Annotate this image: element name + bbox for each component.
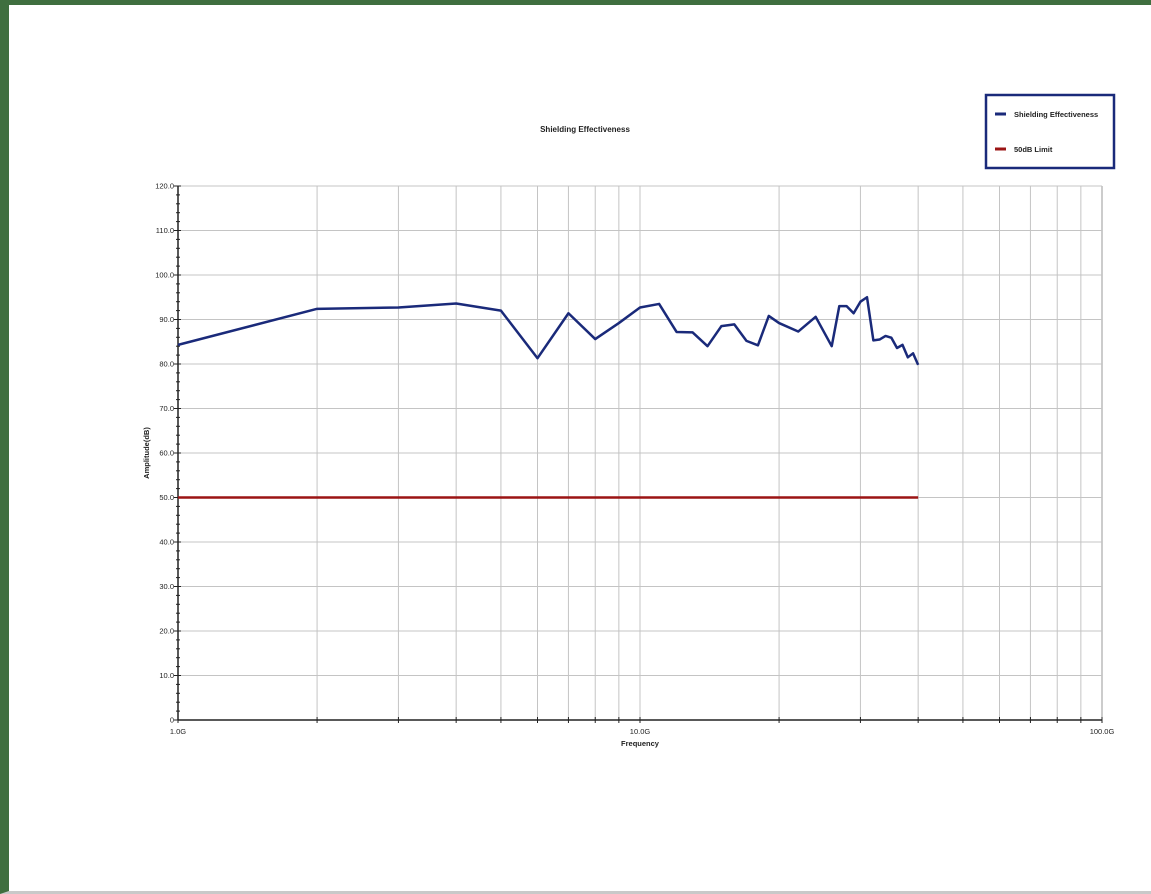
y-tick-label: 120.0 [155, 182, 174, 191]
x-tick-label: 100.0G [1090, 727, 1115, 736]
y-tick-label: 60.0 [159, 449, 174, 458]
y-tick-label: 90.0 [159, 315, 174, 324]
legend: Shielding Effectiveness 50dB Limit [984, 93, 1116, 170]
x-ticks: 1.0G 10.0G 100.0G [170, 717, 1115, 736]
y-axis-label: Amplitude(dB) [142, 427, 151, 479]
y-tick-label: 70.0 [159, 404, 174, 413]
y-tick-label: 20.0 [159, 627, 174, 636]
y-ticks: 0 10.0 20.0 30.0 40.0 50.0 60.0 70.0 80.0 90.0 100… [155, 182, 181, 725]
legend-label-shielding: Shielding Effectiveness [1014, 110, 1098, 119]
x-tick-label: 10.0G [630, 727, 651, 736]
y-tick-label: 30.0 [159, 582, 174, 591]
y-tick-label: 110.0 [156, 226, 174, 235]
series [177, 296, 920, 499]
legend-box [984, 93, 1116, 170]
y-tick-label: 50.0 [159, 493, 174, 502]
y-tick-label: 10.0 [159, 671, 174, 680]
legend-label-limit: 50dB Limit [1014, 145, 1053, 154]
x-axis-label: Frequency [621, 739, 660, 748]
x-tick-label: 1.0G [170, 727, 186, 736]
grid [178, 185, 1103, 720]
chart-title: Shielding Effectiveness [540, 125, 630, 134]
y-tick-label: 0 [170, 716, 174, 725]
y-tick-label: 80.0 [159, 360, 174, 369]
y-tick-label: 40.0 [159, 538, 174, 547]
y-tick-label: 100.0 [155, 271, 174, 280]
series-line-shielding-effectiveness [177, 296, 920, 366]
